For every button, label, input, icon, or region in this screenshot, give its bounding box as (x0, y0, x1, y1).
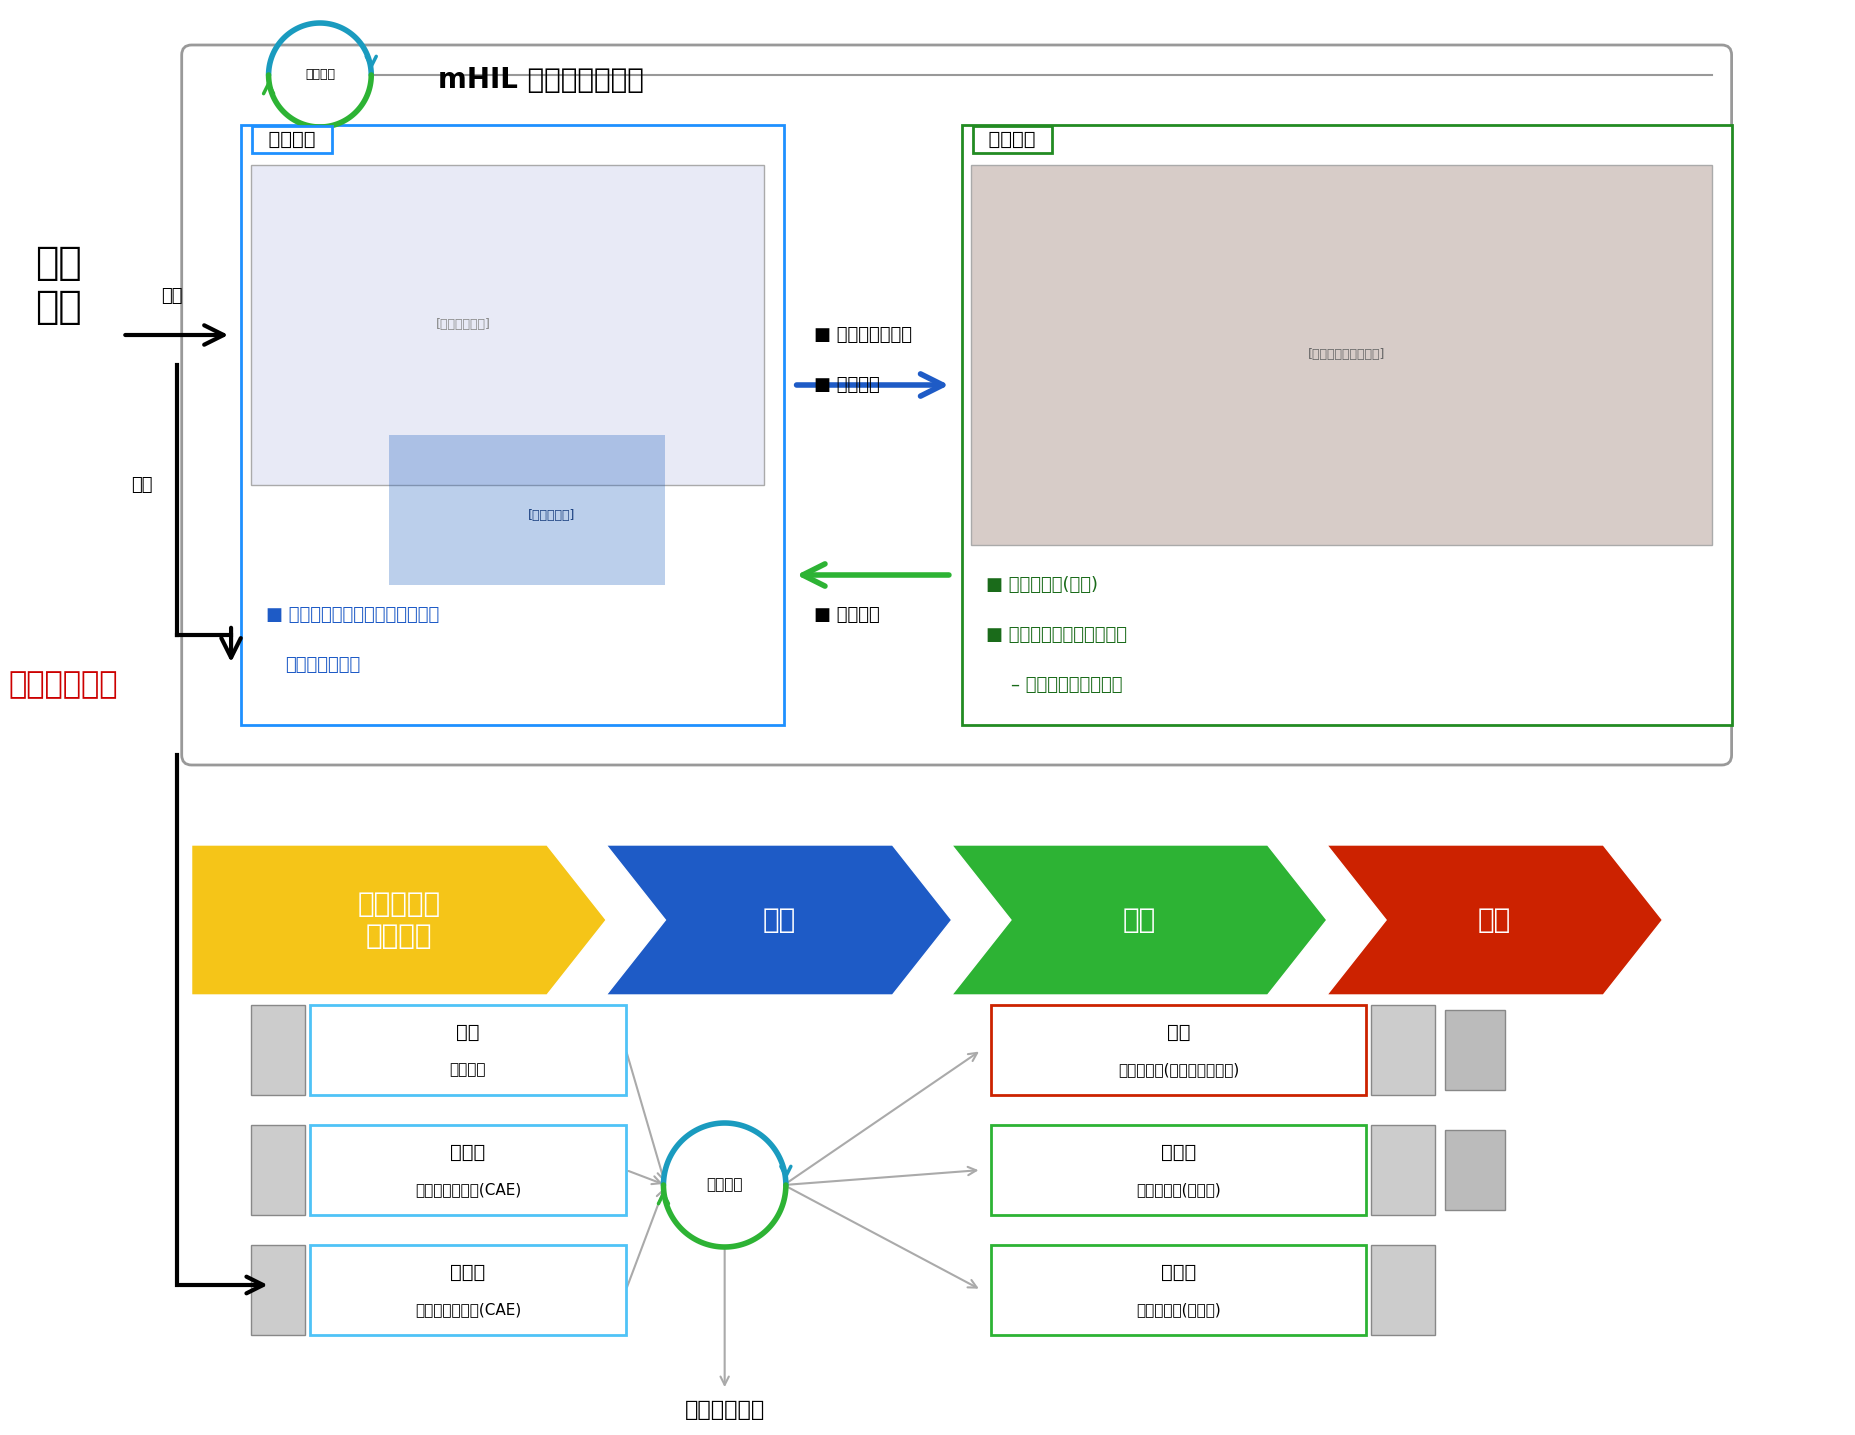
Text: 整车: 整车 (456, 1023, 479, 1042)
FancyBboxPatch shape (241, 125, 783, 725)
FancyBboxPatch shape (250, 1246, 304, 1335)
Text: ■ 支柱弯矩: ■ 支柱弯矩 (812, 376, 879, 395)
Text: 混合仿真: 混合仿真 (304, 69, 334, 82)
Text: [减震器测试台架照片]: [减震器测试台架照片] (1308, 349, 1384, 362)
FancyBboxPatch shape (1371, 1125, 1434, 1215)
Text: ■ 四套减震器加载测试系统: ■ 四套减震器加载测试系统 (985, 626, 1126, 644)
Polygon shape (1326, 845, 1662, 994)
Text: 计算仿真: 计算仿真 (256, 131, 328, 149)
Text: mHIL 减震器测试系统: mHIL 减震器测试系统 (438, 66, 644, 95)
Text: ■ 垂向载荷: ■ 垂向载荷 (812, 606, 879, 624)
FancyBboxPatch shape (310, 1246, 625, 1335)
Text: 研发目标与设计(CAE): 研发目标与设计(CAE) (416, 1182, 521, 1197)
Polygon shape (607, 845, 952, 994)
Text: 研发目标: 研发目标 (449, 1062, 486, 1078)
FancyBboxPatch shape (970, 165, 1710, 545)
Text: ■ 垂向减震器位移: ■ 垂向减震器位移 (812, 326, 911, 344)
FancyBboxPatch shape (961, 125, 1731, 725)
FancyBboxPatch shape (991, 1004, 1365, 1095)
Text: ■ 减震器支柱(整车): ■ 减震器支柱(整车) (985, 575, 1098, 594)
Text: 优化产品设计: 优化产品设计 (684, 1401, 764, 1421)
Text: 整车: 整车 (1167, 1023, 1189, 1042)
Text: 零部件: 零部件 (451, 1263, 486, 1281)
FancyBboxPatch shape (1445, 1129, 1504, 1210)
FancyBboxPatch shape (1371, 1004, 1434, 1095)
Text: 子系统: 子系统 (451, 1142, 486, 1161)
Text: 子系统: 子系统 (1161, 1142, 1196, 1161)
FancyBboxPatch shape (250, 1004, 304, 1095)
Text: [仿真软件界面]: [仿真软件界面] (436, 319, 490, 331)
FancyBboxPatch shape (1445, 1010, 1504, 1091)
FancyBboxPatch shape (1371, 1246, 1434, 1335)
Text: 零部件: 零部件 (1161, 1263, 1196, 1281)
Text: 操控
路面: 操控 路面 (35, 244, 82, 326)
Text: 设计: 设计 (762, 905, 796, 934)
FancyBboxPatch shape (991, 1125, 1365, 1215)
FancyBboxPatch shape (250, 1125, 304, 1215)
Text: 和板簧动态输入: 和板簧动态输入 (286, 656, 360, 674)
Text: [蓝色汽车图]: [蓝色汽车图] (529, 508, 575, 521)
FancyBboxPatch shape (991, 1246, 1365, 1335)
Text: ■ 整车仿真模型，接收真实减震器: ■ 整车仿真模型，接收真实减震器 (265, 606, 438, 624)
Text: 验证: 验证 (1477, 905, 1510, 934)
Text: – 电液伺服或电磁激励: – 电液伺服或电磁激励 (1011, 676, 1122, 695)
Text: 混合仿真: 混合仿真 (707, 1178, 742, 1192)
Polygon shape (191, 845, 607, 994)
FancyBboxPatch shape (390, 435, 666, 585)
Text: 测试与验证(试验室): 测试与验证(试验室) (1135, 1182, 1221, 1197)
Text: 市场需求与
研发目标: 市场需求与 研发目标 (358, 890, 440, 950)
Polygon shape (952, 845, 1326, 994)
Text: 输入: 输入 (161, 287, 182, 306)
FancyBboxPatch shape (310, 1004, 625, 1095)
FancyBboxPatch shape (310, 1125, 625, 1215)
Text: 输出: 输出 (132, 476, 152, 494)
FancyBboxPatch shape (250, 165, 764, 485)
Text: 测试与验证(试验室): 测试与验证(试验室) (1135, 1303, 1221, 1317)
Text: 研发目标与设计(CAE): 研发目标与设计(CAE) (416, 1303, 521, 1317)
Text: 车辆动态响应: 车辆动态响应 (9, 670, 119, 699)
Text: 测试与验证(试验室与试车场): 测试与验证(试验室与试车场) (1117, 1062, 1239, 1078)
FancyBboxPatch shape (182, 44, 1731, 765)
Text: 物理测试: 物理测试 (976, 131, 1048, 149)
Text: 测试: 测试 (1122, 905, 1156, 934)
